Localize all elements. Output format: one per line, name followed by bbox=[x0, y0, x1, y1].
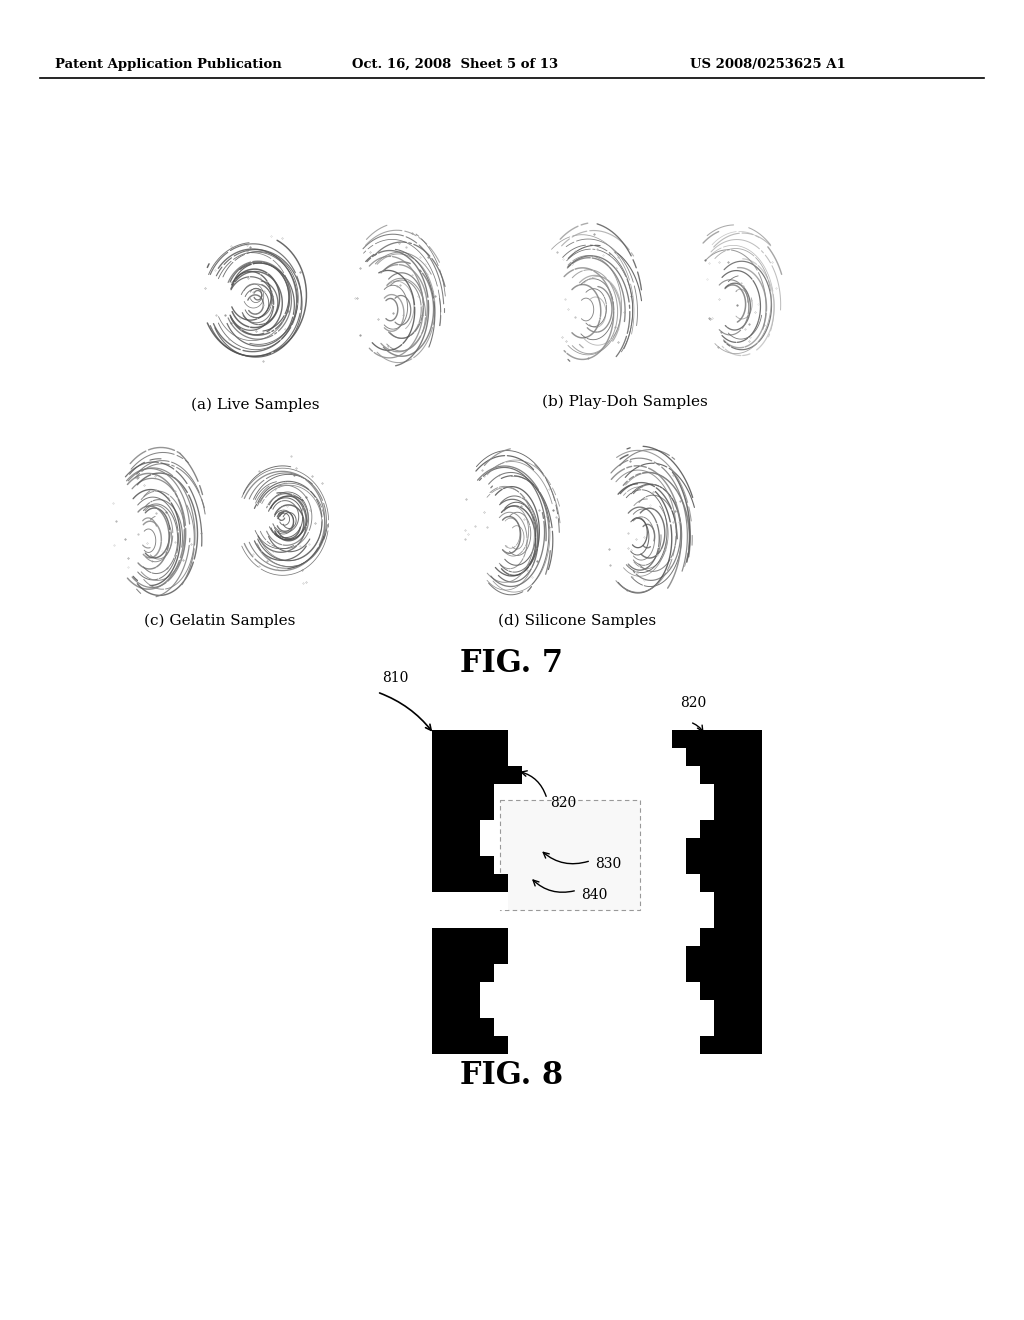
Bar bbox=[432, 964, 494, 982]
Bar bbox=[432, 820, 480, 838]
Bar bbox=[432, 855, 494, 874]
Text: 830: 830 bbox=[595, 857, 622, 871]
Bar bbox=[432, 946, 508, 964]
Bar bbox=[432, 874, 508, 892]
Bar bbox=[672, 730, 762, 748]
Text: US 2008/0253625 A1: US 2008/0253625 A1 bbox=[690, 58, 846, 71]
Text: 810: 810 bbox=[382, 671, 409, 685]
Text: (a) Live Samples: (a) Live Samples bbox=[190, 399, 319, 412]
Bar bbox=[700, 1036, 762, 1053]
Bar bbox=[432, 838, 480, 855]
Text: (d) Silicone Samples: (d) Silicone Samples bbox=[498, 614, 656, 628]
Bar bbox=[686, 964, 762, 982]
Bar bbox=[714, 803, 762, 820]
Bar bbox=[700, 928, 762, 946]
Bar bbox=[700, 766, 762, 784]
Bar bbox=[686, 855, 762, 874]
Bar bbox=[432, 892, 508, 909]
Bar bbox=[714, 1001, 762, 1018]
Bar bbox=[432, 730, 508, 748]
Bar bbox=[500, 800, 640, 909]
Text: Oct. 16, 2008  Sheet 5 of 13: Oct. 16, 2008 Sheet 5 of 13 bbox=[352, 58, 558, 71]
Bar bbox=[700, 820, 762, 838]
Bar bbox=[686, 838, 762, 855]
Bar bbox=[686, 748, 762, 766]
Text: Patent Application Publication: Patent Application Publication bbox=[55, 58, 282, 71]
Bar bbox=[432, 766, 522, 784]
Bar bbox=[432, 748, 508, 766]
Bar bbox=[714, 892, 762, 909]
Bar bbox=[432, 909, 494, 928]
Text: 820: 820 bbox=[680, 696, 707, 710]
Bar bbox=[432, 803, 494, 820]
Text: (b) Play-Doh Samples: (b) Play-Doh Samples bbox=[542, 395, 708, 409]
Bar bbox=[432, 1036, 508, 1053]
Text: 840: 840 bbox=[582, 888, 607, 902]
Text: FIG. 8: FIG. 8 bbox=[461, 1060, 563, 1092]
Bar bbox=[432, 1001, 480, 1018]
Text: 820: 820 bbox=[550, 796, 577, 810]
Bar bbox=[714, 1018, 762, 1036]
Bar bbox=[700, 874, 762, 892]
Bar bbox=[714, 909, 762, 928]
Bar bbox=[714, 784, 762, 803]
Text: FIG. 7: FIG. 7 bbox=[461, 648, 563, 678]
Bar bbox=[432, 1018, 494, 1036]
Text: (c) Gelatin Samples: (c) Gelatin Samples bbox=[144, 614, 296, 628]
Bar bbox=[432, 982, 480, 1001]
Bar bbox=[686, 946, 762, 964]
Bar bbox=[432, 928, 508, 946]
Bar bbox=[700, 982, 762, 1001]
Bar bbox=[432, 784, 494, 803]
